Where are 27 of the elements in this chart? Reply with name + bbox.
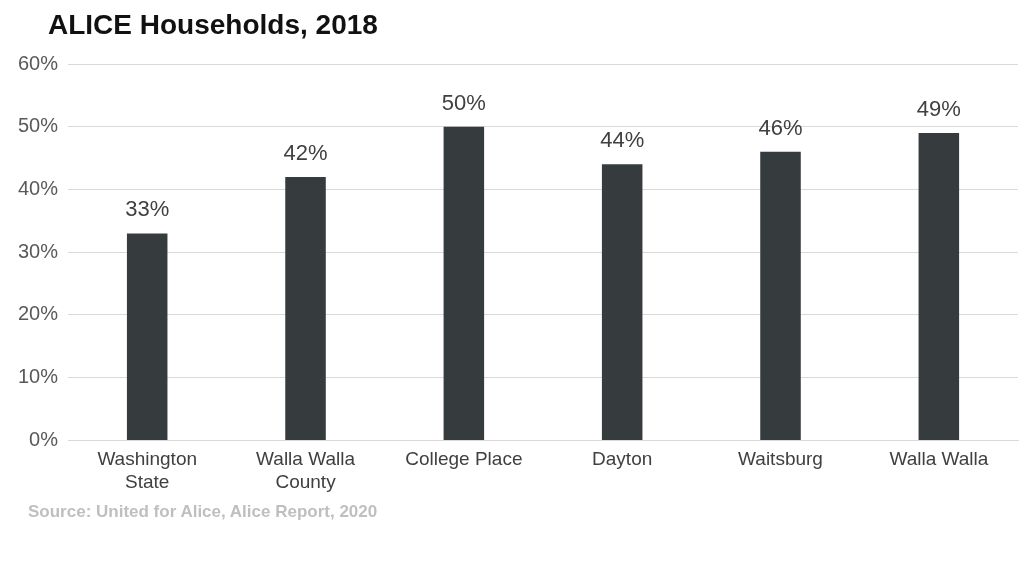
y-tick-label: 20% (18, 302, 59, 325)
bar (285, 176, 326, 440)
x-tick-label: Walla Walla (889, 448, 989, 470)
x-tick-label: Waitsburg (738, 448, 823, 470)
bar (918, 133, 960, 440)
x-tick-label: College Place (405, 448, 523, 470)
data-label: 42% (283, 139, 328, 165)
chart-title: ALICE Households, 2018 (48, 8, 379, 42)
data-label: 33% (125, 196, 170, 222)
source-note: Source: United for Alice, Alice Report, 2020 (28, 502, 379, 522)
y-tick-label: 40% (18, 176, 59, 199)
x-tick-label: Walla Walla County (256, 448, 356, 492)
data-label: 46% (758, 114, 803, 140)
y-tick-label: 50% (18, 114, 59, 137)
y-tick-label: 0% (29, 427, 59, 450)
y-tick-label: 10% (18, 365, 59, 388)
data-label: 49% (916, 96, 961, 122)
data-label: 44% (600, 127, 645, 153)
bar (443, 126, 485, 440)
bar (760, 151, 801, 440)
x-tick-label: Dayton (592, 448, 653, 470)
y-tick-label: 60% (18, 51, 59, 74)
data-label: 50% (441, 89, 486, 115)
y-tick-label: 30% (18, 239, 59, 262)
bar (126, 233, 168, 440)
bar (601, 164, 643, 440)
x-tick-label: Washington State (97, 448, 198, 492)
